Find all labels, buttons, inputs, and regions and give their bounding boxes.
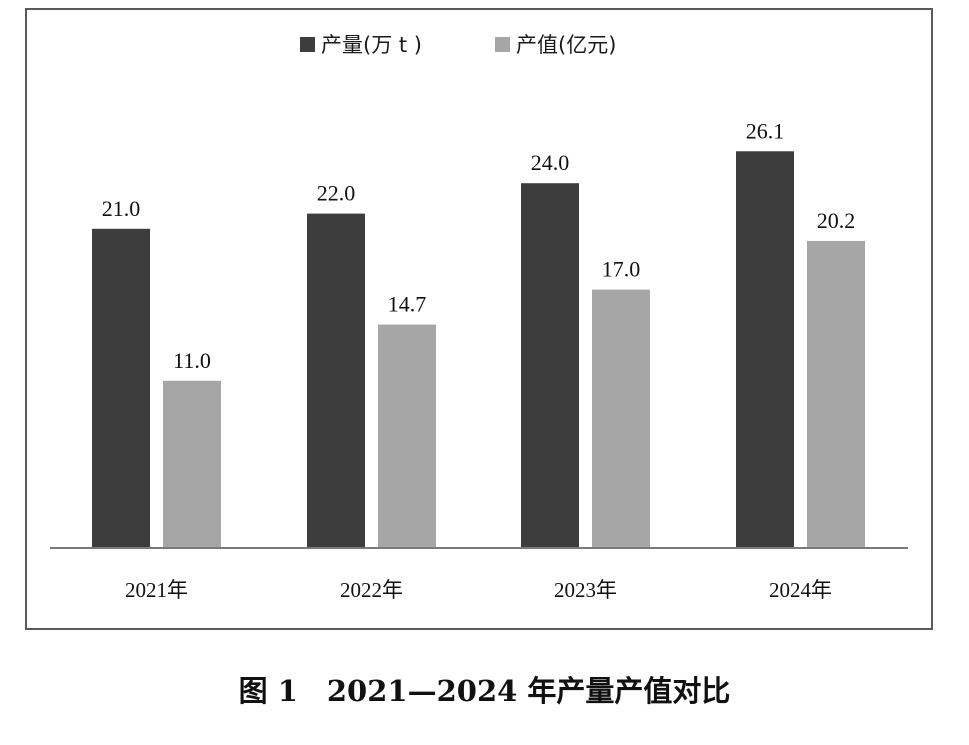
value-label-output-1: 22.0 <box>317 181 356 206</box>
legend: 产量(万 t ) 产值(亿元) <box>300 33 616 57</box>
figure-caption: 图 1 2021—2024 年产量产值对比 <box>238 674 731 708</box>
bar-value-1 <box>378 324 436 548</box>
bars-layer <box>92 151 865 549</box>
category-label-3: 2024年 <box>769 578 832 602</box>
value-label-output-2: 24.0 <box>531 150 570 175</box>
value-labels-layer: 21.0 11.0 22.0 14.7 24.0 17.0 26.1 20.2 <box>102 118 856 373</box>
value-label-output-3: 26.1 <box>746 118 785 143</box>
value-label-value-1: 14.7 <box>388 292 427 317</box>
value-label-value-2: 17.0 <box>602 257 641 282</box>
legend-swatch-output <box>300 37 315 52</box>
category-label-0: 2021年 <box>125 578 188 602</box>
bar-value-3 <box>807 240 865 548</box>
category-labels-layer: 2021年 2022年 2023年 2024年 <box>125 578 832 602</box>
bar-output-1 <box>307 213 365 548</box>
bar-output-2 <box>521 183 579 548</box>
bar-value-2 <box>592 289 650 548</box>
bar-output-3 <box>736 151 794 548</box>
bar-value-0 <box>163 380 221 548</box>
value-label-value-0: 11.0 <box>173 348 211 373</box>
legend-label-output: 产量(万 t ) <box>321 33 422 57</box>
bar-output-0 <box>92 228 150 549</box>
category-label-1: 2022年 <box>340 578 403 602</box>
legend-label-value: 产值(亿元) <box>516 33 616 57</box>
value-label-output-0: 21.0 <box>102 196 141 221</box>
category-label-2: 2023年 <box>554 578 617 602</box>
value-label-value-3: 20.2 <box>817 208 856 233</box>
legend-swatch-value <box>495 37 510 52</box>
